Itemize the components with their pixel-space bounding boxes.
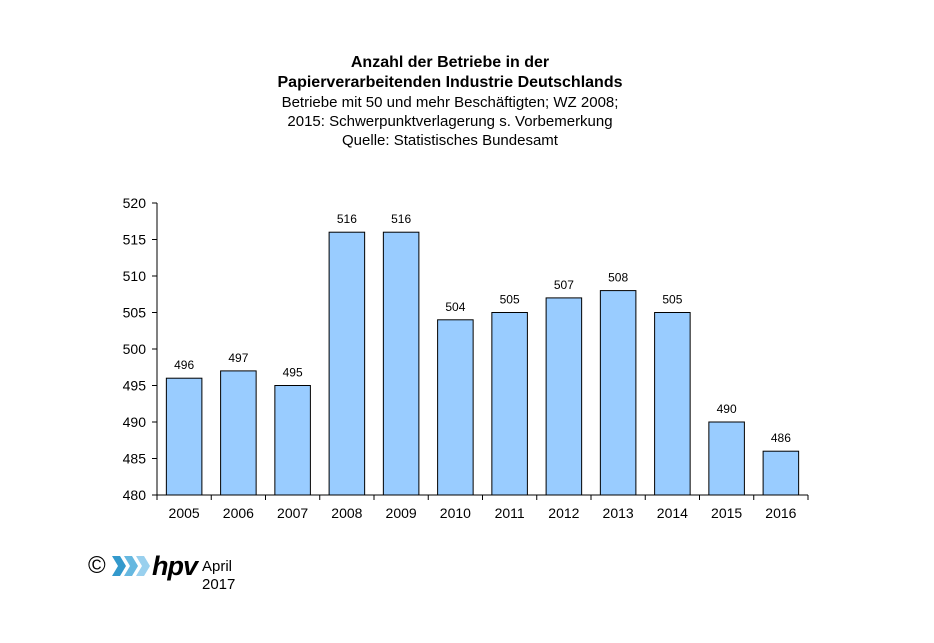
x-tick-label-2007: 2007 [277,505,308,521]
chart-subtitle-2: 2015: Schwerpunktverlagerung s. Vorbemer… [287,113,613,130]
data-label-2008: 516 [337,212,357,226]
data-label-2013: 508 [608,271,628,285]
hpv-logo: hpv [152,551,198,581]
x-tick-label-2009: 2009 [386,505,417,521]
data-label-2015: 490 [717,402,737,416]
y-tick-label-505: 505 [123,305,147,321]
bar-2011 [491,312,528,496]
copyright-symbol: © [88,552,106,579]
bar-2005 [165,377,203,496]
bar-2009 [382,231,420,496]
y-tick-label-510: 510 [123,268,147,284]
data-label-2014: 505 [662,293,682,307]
x-tick-label-2011: 2011 [495,505,525,521]
data-label-2006: 497 [228,351,248,365]
data-label-2009: 516 [391,212,411,226]
y-tick-label-500: 500 [123,341,147,357]
bar-2015 [708,421,745,496]
x-tick-label-2015: 2015 [711,505,742,521]
chart-subtitle-3: Quelle: Statistisches Bundesamt [342,132,558,149]
x-tick-label-2016: 2016 [765,505,796,521]
y-tick-label-490: 490 [123,414,147,430]
bar-2012 [545,297,583,496]
data-label-2016: 486 [771,431,791,445]
x-tick-label-2013: 2013 [603,505,634,521]
y-tick-label-515: 515 [123,232,147,248]
data-label-2007: 495 [283,366,303,380]
bar-2013 [599,290,637,496]
data-label-2012: 507 [554,278,574,292]
bar-2006 [220,370,257,496]
chart-title-block: Anzahl der Betriebe in der Papierverarbe… [0,53,900,150]
footer-date: April 2017 [202,558,236,593]
x-tick-label-2010: 2010 [440,505,471,521]
bar-2010 [437,319,474,496]
bar-2007 [274,385,311,496]
x-tick-label-2005: 2005 [169,505,200,521]
y-tick-label-480: 480 [123,487,147,503]
data-label-2011: 505 [500,293,520,307]
y-tick-label-495: 495 [123,378,147,394]
x-tick-label-2008: 2008 [331,505,362,521]
hpv-chevron-logo-icon [112,556,150,576]
y-tick-label-485: 485 [123,451,147,467]
x-tick-label-2014: 2014 [657,505,688,521]
x-tick-label-2012: 2012 [548,505,579,521]
bar-2008 [328,231,366,496]
data-label-2005: 496 [174,358,194,372]
chart-subtitle-1: Betriebe mit 50 und mehr Beschäftigten; … [281,94,619,111]
chart-title: Anzahl der Betriebe in der [350,54,550,71]
bar-2014 [654,312,691,496]
bar-2016 [762,450,800,496]
y-tick-label-520: 520 [123,195,147,211]
x-tick-label-2006: 2006 [223,505,254,521]
data-label-2010: 504 [445,300,465,314]
chart-title-line2: Papierverarbeitenden Industrie Deutschla… [277,74,623,91]
